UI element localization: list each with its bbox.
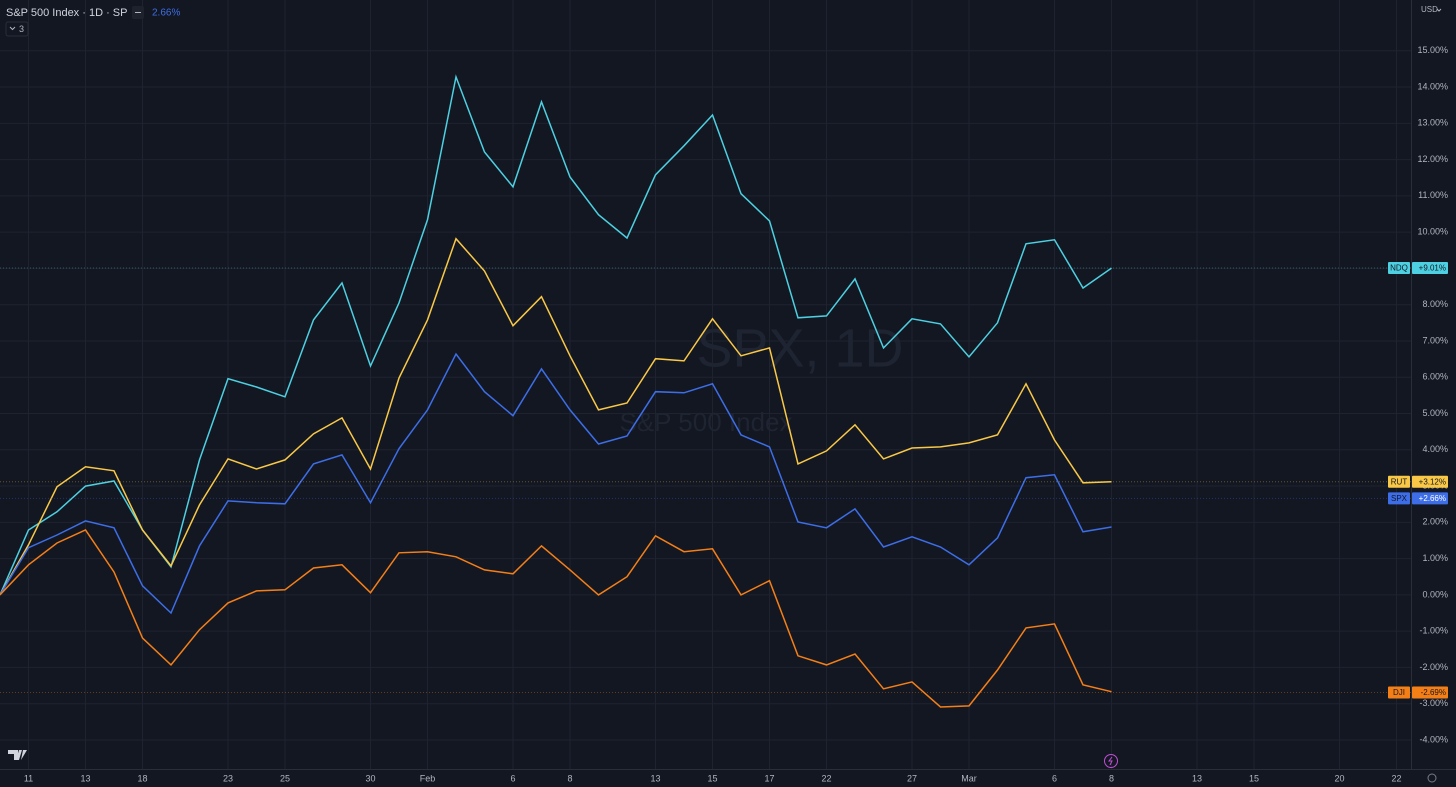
x-tick-label: 8 bbox=[567, 773, 572, 783]
last-value-label: +9.01% bbox=[1419, 264, 1446, 273]
y-tick-label: -2.00% bbox=[1419, 662, 1448, 672]
x-tick-label: 15 bbox=[1249, 773, 1259, 783]
y-tick-label: 15.00% bbox=[1417, 45, 1448, 55]
y-tick-label: 10.00% bbox=[1417, 227, 1448, 237]
x-tick-label: 11 bbox=[24, 773, 33, 783]
watermark-name: S&P 500 Index bbox=[620, 407, 793, 437]
y-tick-label: 1.00% bbox=[1422, 553, 1448, 563]
last-value-label: +3.12% bbox=[1419, 477, 1446, 486]
last-value-label: -2.69% bbox=[1421, 688, 1446, 697]
y-tick-label: 13.00% bbox=[1417, 118, 1448, 128]
y-tick-label: -1.00% bbox=[1419, 626, 1448, 636]
plot bbox=[0, 74, 1112, 708]
indicators-count: 3 bbox=[19, 24, 24, 34]
x-tick-label: 23 bbox=[223, 773, 233, 783]
indicators-toggle[interactable] bbox=[5, 21, 29, 37]
currency[interactable]: USD bbox=[1421, 5, 1438, 14]
series-line bbox=[0, 529, 1112, 708]
settings-icon[interactable] bbox=[1427, 773, 1437, 783]
event-icon bbox=[1108, 756, 1113, 766]
currency-chevron bbox=[1436, 8, 1442, 12]
series-badge bbox=[1388, 686, 1410, 699]
x-tick-label: Mar bbox=[961, 773, 977, 783]
x-tick-label: 20 bbox=[1334, 773, 1344, 783]
x-tick-label: 8 bbox=[1109, 773, 1114, 783]
y-tick-label: 11.00% bbox=[1418, 190, 1448, 200]
series-name: SPX bbox=[1391, 494, 1408, 503]
x-tick-label: 13 bbox=[1192, 773, 1202, 783]
watermark-symbol: SPX, 1D bbox=[696, 318, 903, 378]
x-tick-label: 22 bbox=[1391, 773, 1401, 783]
series-line bbox=[0, 237, 1112, 596]
y-tick-label: 8.00% bbox=[1422, 299, 1448, 309]
y-tick-label: 12.00% bbox=[1417, 154, 1448, 164]
y-tick-label: 7.00% bbox=[1422, 335, 1448, 345]
y-tick-label: 0.00% bbox=[1422, 589, 1448, 599]
value-badge bbox=[1412, 262, 1448, 275]
series-line bbox=[0, 352, 1112, 615]
event-marker[interactable] bbox=[1104, 754, 1118, 768]
series-name: RUT bbox=[1391, 477, 1408, 486]
series-badge bbox=[1388, 475, 1410, 488]
x-tick-label: Feb bbox=[420, 773, 436, 783]
x-tick-label: 18 bbox=[137, 773, 147, 783]
chevron bbox=[9, 26, 16, 31]
x-tick-label: 22 bbox=[821, 773, 831, 783]
y-tick-label: -4.00% bbox=[1419, 734, 1448, 744]
x-tick-label: 6 bbox=[1052, 773, 1057, 783]
symbol-title: S&P 500 Index · 1D · SP bbox=[6, 7, 127, 19]
x-tick-label: 13 bbox=[650, 773, 660, 783]
x-tick-label: 6 bbox=[510, 773, 515, 783]
y-tick-label: 4.00% bbox=[1422, 444, 1448, 454]
series-badge bbox=[1388, 262, 1410, 275]
change-value: 2.66% bbox=[152, 8, 180, 19]
x-tick-label: 25 bbox=[280, 773, 290, 783]
series-badge bbox=[1388, 492, 1410, 505]
x-tick-label: 30 bbox=[365, 773, 375, 783]
logo-shape bbox=[8, 750, 27, 760]
tradingview-logo[interactable] bbox=[8, 750, 27, 760]
value-badge bbox=[1412, 686, 1448, 699]
x-tick-label: 27 bbox=[907, 773, 917, 783]
series-name: DJI bbox=[1393, 688, 1405, 697]
x-tick-label: 15 bbox=[707, 773, 717, 783]
x-tick-label: 13 bbox=[80, 773, 90, 783]
y-tick-label: 2.00% bbox=[1422, 517, 1448, 527]
y-tick-label: 6.00% bbox=[1422, 372, 1448, 382]
y-tick-label: -3.00% bbox=[1419, 698, 1448, 708]
last-value-label: +2.66% bbox=[1419, 494, 1446, 503]
y-tick-label: 14.00% bbox=[1417, 81, 1448, 91]
axes: -4.00% -3.00% -2.00% -1.00% 0.00% 1.00% 2.00% 3… bbox=[0, 45, 1448, 783]
series-line bbox=[0, 74, 1112, 596]
value-badge bbox=[1412, 492, 1448, 505]
series-name: NDQ bbox=[1390, 264, 1408, 273]
x-tick-label: 17 bbox=[764, 773, 774, 783]
value-badge bbox=[1412, 475, 1448, 488]
y-tick-label: 5.00% bbox=[1422, 408, 1448, 418]
